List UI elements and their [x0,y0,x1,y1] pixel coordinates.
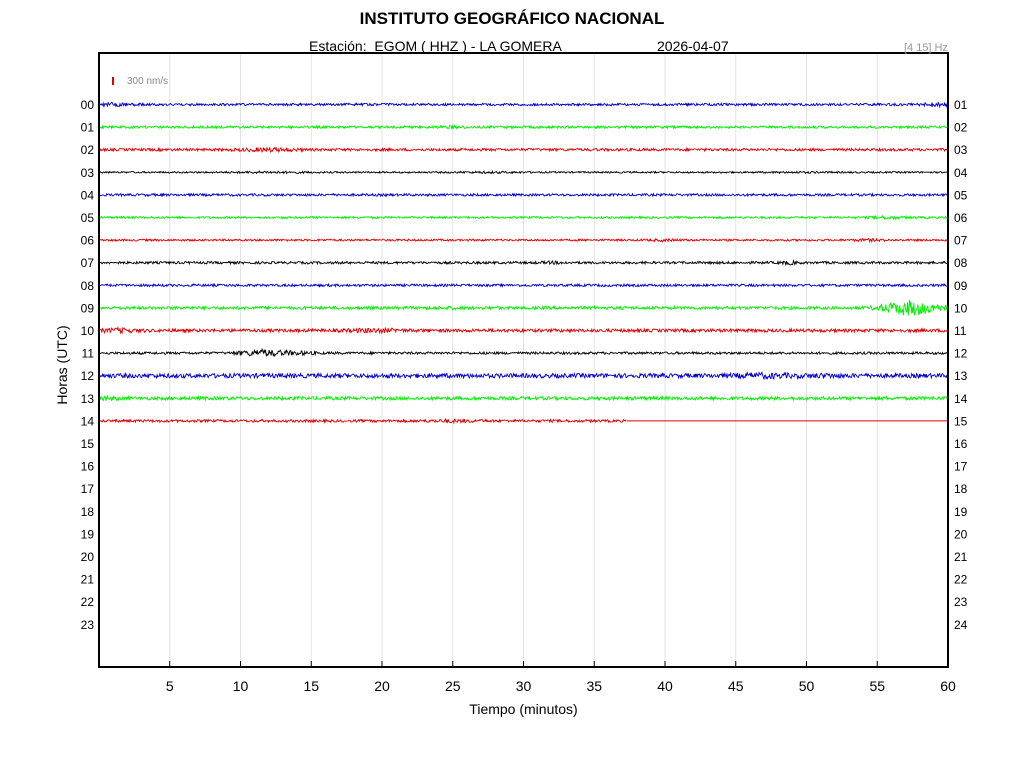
x-tick-label: 30 [516,678,532,694]
hour-label-left: 15 [81,437,95,451]
hour-label-right: 16 [954,437,968,451]
hour-label-right: 08 [954,256,968,270]
hour-label-right: 04 [954,166,968,180]
hour-label-right: 06 [954,211,968,225]
hour-label-left: 00 [81,98,95,112]
hour-label-left: 23 [81,618,95,632]
hour-label-left: 03 [81,166,95,180]
hour-label-right: 20 [954,527,968,541]
trace-hour-11 [98,347,948,358]
trace-hour-13 [98,394,948,403]
hour-label-left: 18 [81,505,95,519]
hour-labels-left: 00 01 02 03 04 05 06 07 08 09 10 11 12 13 14 15 16 17 18 19… [81,98,95,632]
hour-label-right: 05 [954,188,968,202]
y-axis-label: Horas (UTC) [54,325,70,405]
hour-label-left: 02 [81,143,95,157]
hour-label-left: 16 [81,460,95,474]
hour-label-right: 24 [954,618,968,632]
hour-label-right: 11 [954,324,967,338]
hour-label-left: 20 [81,550,95,564]
x-tick-label: 5 [166,678,174,694]
hour-label-right: 22 [954,573,968,587]
hour-label-right: 13 [954,369,968,383]
trace-hour-00 [98,101,948,109]
filter-label: [4 15] Hz [903,42,948,54]
hour-label-right: 02 [954,121,968,135]
x-tick-label: 45 [728,678,744,694]
hour-label-right: 10 [954,301,968,315]
hour-labels-right: 01 02 03 04 05 06 07 08 09 10 11 12 13 14 15 16 17 18 19 20… [954,98,968,632]
hour-label-right: 14 [954,392,968,406]
trace-hour-10 [98,326,948,335]
hour-label-right: 01 [954,98,968,112]
x-tick-label: 40 [657,678,673,694]
hour-label-right: 09 [954,279,968,293]
trace-hour-07 [98,259,948,267]
hour-label-right: 21 [954,550,968,564]
hour-label-right: 23 [954,595,968,609]
hour-label-left: 06 [81,234,95,248]
hour-label-left: 01 [81,121,95,135]
hour-label-left: 22 [81,595,95,609]
trace-hour-01 [98,124,948,131]
scale-bar-label: 300 nm/s [127,76,169,87]
x-axis-label: Tiempo (minutos) [469,701,578,717]
seismic-traces [98,101,948,425]
trace-hour-14 [98,417,627,425]
hour-label-right: 18 [954,482,968,496]
x-tick-label: 55 [869,678,885,694]
x-tick-label: 25 [445,678,461,694]
hour-label-left: 07 [81,256,95,270]
hour-label-left: 17 [81,482,95,496]
x-tick-label: 10 [233,678,249,694]
trace-hour-06 [98,237,948,244]
hour-label-right: 19 [954,505,968,519]
x-tick-label: 20 [374,678,390,694]
trace-hour-12 [98,371,948,381]
page-title: INSTITUTO GEOGRÁFICO NACIONAL [359,9,665,28]
hour-label-left: 11 [82,347,95,361]
hour-label-right: 12 [954,347,968,361]
hour-label-left: 21 [81,573,95,587]
x-tick-label: 35 [586,678,602,694]
hour-label-left: 19 [81,527,95,541]
trace-hour-05 [98,214,948,221]
hour-label-left: 04 [81,188,95,202]
x-tick-label: 60 [940,678,956,694]
trace-hour-08 [98,282,948,289]
trace-hour-04 [98,192,948,198]
hour-label-right: 15 [954,414,968,428]
x-tick-label: 50 [799,678,815,694]
x-axis-ticks: 5 10 15 20 25 30 35 40 45 50 55 60 [166,661,956,694]
hour-label-left: 13 [81,392,95,406]
hour-label-left: 09 [81,301,95,315]
hour-label-left: 12 [81,369,95,383]
hour-label-right: 07 [954,234,968,248]
station-label: Estación: EGOM ( HHZ ) - LA GOMERA [309,38,562,54]
hour-label-left: 10 [81,324,95,338]
trace-hour-02 [98,146,948,154]
hour-label-left: 08 [81,279,95,293]
date-label: 2026-04-07 [657,38,729,54]
x-tick-label: 15 [303,678,319,694]
grid-lines [169,53,878,667]
scale-bar [112,77,114,85]
hour-label-left: 14 [81,414,95,428]
hour-label-left: 05 [81,211,95,225]
hour-label-right: 03 [954,143,968,157]
trace-hour-03 [98,169,948,175]
hour-label-right: 17 [954,460,968,474]
trace-hour-09 [98,299,948,316]
